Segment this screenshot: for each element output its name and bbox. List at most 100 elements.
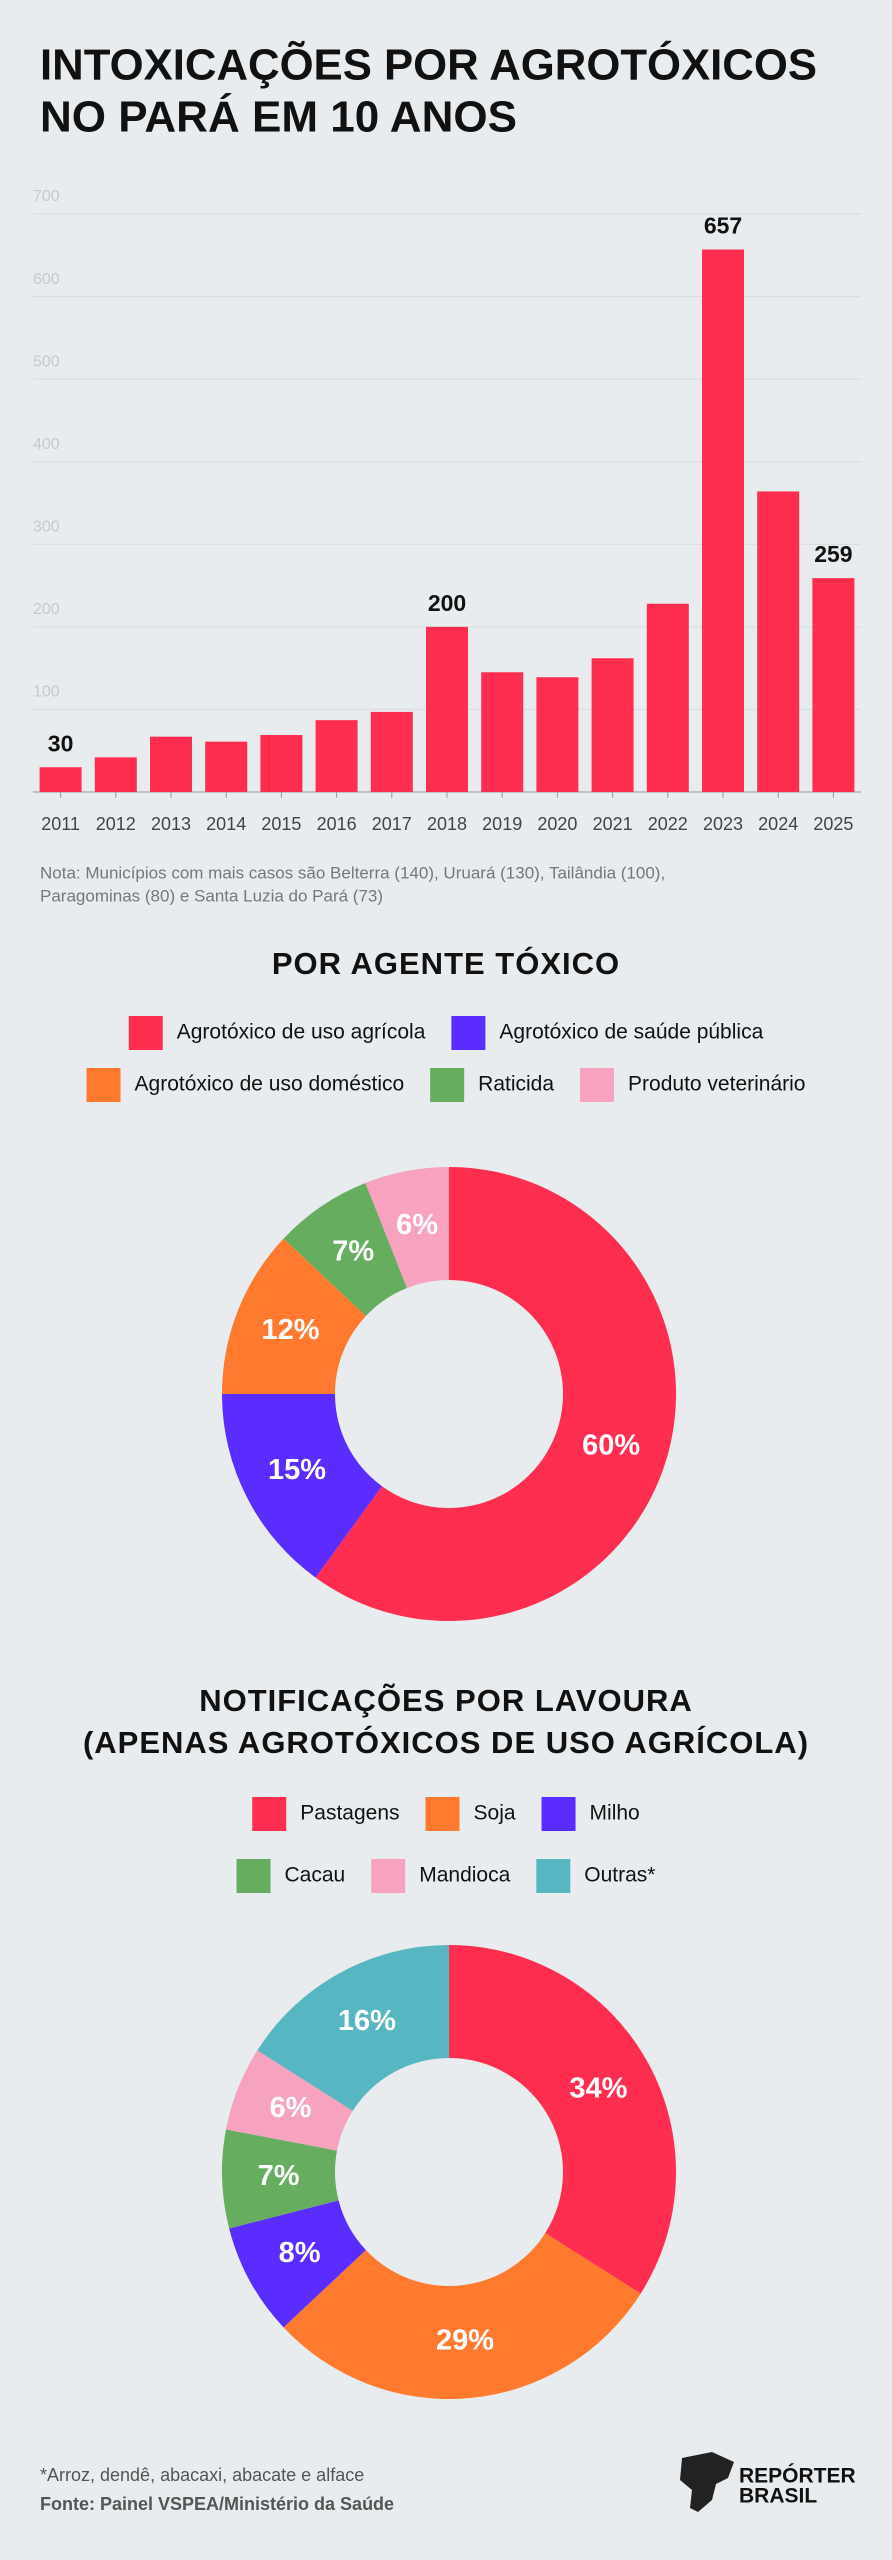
legend-label: Soja (474, 1802, 516, 1825)
legend-swatch (425, 1797, 460, 1831)
donut-slice (229, 2200, 366, 2328)
x-tick-label: 2012 (96, 814, 136, 834)
x-tick-label: 2017 (372, 814, 412, 834)
donut-slice (222, 1238, 366, 1394)
bar (94, 757, 137, 792)
logo-icon (680, 2452, 734, 2512)
legend-label: Milho (590, 1802, 640, 1825)
x-tick-label: 2024 (758, 814, 798, 834)
legend-swatch (128, 1016, 163, 1050)
slice-label: 34% (569, 2073, 627, 2105)
legend-swatch (430, 1068, 465, 1102)
chart-title: NOTIFICAÇÕES POR LAVOURA (199, 1682, 693, 1718)
legend-label: Cacau (285, 1864, 346, 1887)
bar (481, 672, 524, 792)
slice-label: 12% (261, 1314, 319, 1346)
x-tick-label: 2011 (41, 814, 80, 834)
legend-label: Outras* (584, 1864, 655, 1887)
donut-slice (283, 1182, 408, 1316)
x-tick-label: 2021 (593, 814, 633, 834)
legend-label: Raticida (478, 1073, 554, 1096)
bar (315, 720, 358, 792)
legend-label: Agrotóxico de uso doméstico (135, 1073, 405, 1096)
chart-title: POR AGENTE TÓXICO (272, 945, 620, 981)
legend-swatch (536, 1859, 571, 1893)
donut-slice (226, 2050, 353, 2151)
x-tick-label: 2020 (537, 814, 577, 834)
legend-swatch (236, 1859, 271, 1893)
legend-swatch (252, 1797, 287, 1831)
bar (426, 626, 468, 792)
legend-row: Agrotóxico de uso agrícola Agrotóxico de … (128, 1016, 764, 1050)
slice-label: 16% (338, 2005, 396, 2037)
donut-slice (257, 1945, 449, 2111)
bar (812, 578, 855, 792)
y-tick-label: 400 (33, 436, 60, 453)
donut-slice (365, 1166, 449, 1289)
x-tick-label: 2023 (703, 814, 743, 834)
slice-label: 6% (396, 1209, 438, 1241)
y-tick-label: 300 (33, 519, 60, 536)
bar (757, 491, 800, 792)
y-tick-label: 200 (33, 601, 60, 618)
donut-slice (315, 1167, 676, 1621)
y-tick-label: 100 (33, 684, 60, 701)
x-tick-label: 2013 (151, 814, 191, 834)
bar (150, 736, 192, 792)
legend-label: Mandioca (419, 1864, 510, 1887)
x-tick-label: 2025 (813, 814, 853, 834)
note: Nota: Municípios com mais casos são Belt… (40, 863, 665, 882)
legend-swatch (451, 1016, 486, 1050)
legend-swatch (541, 1797, 576, 1831)
bar (205, 741, 248, 792)
source: Fonte: Painel VSPEA/Ministério da Saúde (40, 2494, 394, 2514)
x-tick-label: 2019 (482, 814, 522, 834)
value-label: 30 (48, 730, 74, 756)
title: INTOXICAÇÕES POR AGROTÓXICOS (40, 40, 817, 90)
legend-row: Cacau Mandioca Outras* (236, 1859, 655, 1893)
legend-swatch (580, 1068, 615, 1102)
slice-label: 7% (258, 2160, 300, 2192)
legend-label: Produto veterinário (628, 1073, 805, 1096)
slice-label: 7% (332, 1236, 374, 1268)
legend-row: Pastagens Soja Milho (252, 1797, 640, 1831)
note: Paragominas (80) e Santa Luzia do Pará (… (40, 886, 383, 905)
x-tick-label: 2016 (317, 814, 357, 834)
title: NO PARÁ EM 10 ANOS (40, 92, 517, 142)
slice-label: 15% (268, 1454, 326, 1486)
x-tick-label: 2015 (261, 814, 301, 834)
bar (702, 249, 744, 792)
y-tick-label: 500 (33, 353, 60, 370)
x-tick-label: 2014 (206, 814, 246, 834)
bar (260, 735, 303, 792)
value-label: 259 (814, 541, 852, 567)
bar (591, 658, 634, 792)
donut-slice (222, 1394, 382, 1578)
donut-slice (449, 1945, 676, 2294)
x-tick-label: 2018 (427, 814, 467, 834)
slice-label: 29% (436, 2324, 494, 2356)
bar (536, 677, 579, 792)
legend-label: Agrotóxico de uso agrícola (177, 1021, 426, 1044)
slice-label: 6% (270, 2092, 312, 2124)
legend-swatch (371, 1859, 406, 1893)
footnote: *Arroz, dendê, abacaxi, abacate e alface (40, 2465, 364, 2485)
y-tick-label: 600 (33, 271, 60, 288)
bar (646, 603, 689, 792)
slice-label: 60% (582, 1429, 640, 1461)
donut-slice (221, 2129, 339, 2229)
value-label: 200 (428, 590, 466, 616)
bar (39, 767, 82, 792)
legend-label: Agrotóxico de saúde pública (499, 1021, 763, 1044)
legend-swatch (86, 1068, 121, 1102)
x-tick-label: 2022 (648, 814, 688, 834)
value-label: 657 (704, 213, 742, 239)
chart-title: (APENAS AGROTÓXICOS DE USO AGRÍCOLA) (83, 1724, 809, 1760)
logo-text: REPÓRTER (739, 2464, 856, 2488)
bar (370, 711, 413, 792)
legend-label: Pastagens (300, 1802, 399, 1825)
logo-text: BRASIL (739, 2485, 817, 2508)
slice-label: 8% (279, 2237, 321, 2269)
y-tick-label: 700 (33, 188, 60, 205)
